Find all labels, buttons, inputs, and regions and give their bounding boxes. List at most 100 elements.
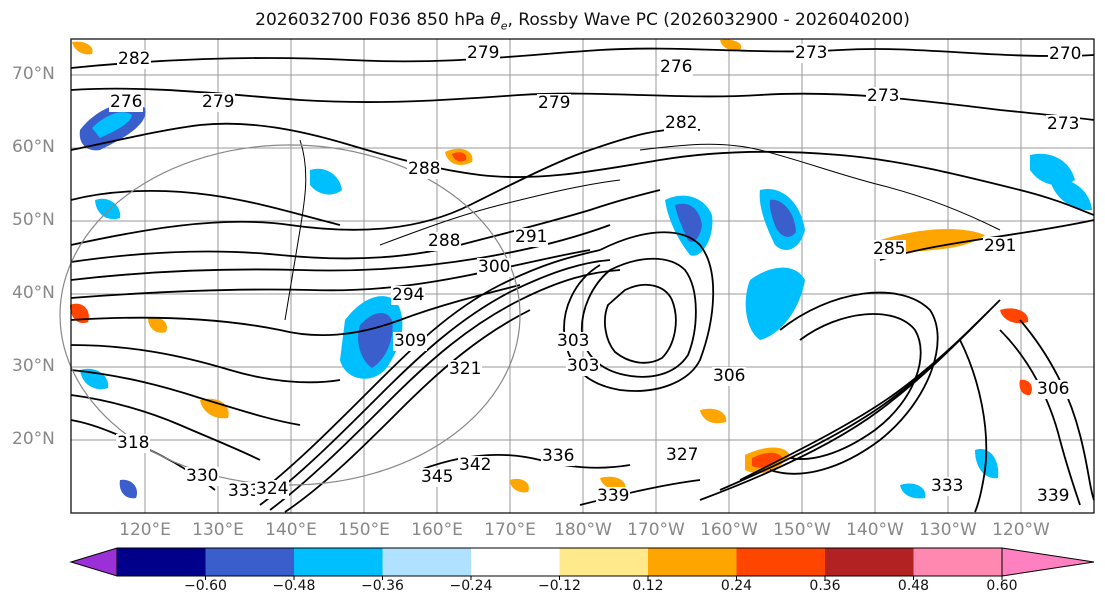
neg-anomaly-patch	[975, 449, 999, 479]
contour-line	[959, 339, 988, 513]
neg-anomaly-patch	[675, 203, 702, 242]
contour-label: 306	[1036, 379, 1071, 399]
contour-label: 273	[866, 86, 901, 106]
colorbar-tick-label: 0.36	[809, 578, 841, 594]
colorbar-tick-label: −0.12	[538, 578, 581, 594]
contour-label: 336	[541, 446, 576, 466]
contour-label: 309	[393, 331, 428, 351]
contour-line	[579, 479, 701, 506]
contour-label: 276	[109, 92, 144, 112]
contour-label: 282	[664, 113, 699, 133]
contour-label: 279	[201, 92, 236, 112]
neg-anomaly-patch	[745, 267, 805, 340]
colorbar-tick-label: −0.36	[361, 578, 404, 594]
contour-line	[789, 313, 922, 460]
neg-anomaly-patch	[1050, 179, 1092, 211]
neg-anomaly-patch	[1030, 153, 1075, 186]
map-frame	[70, 38, 1095, 514]
pos-anomaly-patch	[1019, 379, 1032, 396]
lon-label: 130°E	[192, 520, 244, 540]
projection-boundary	[59, 144, 521, 486]
colorbar-tick-label: −0.48	[272, 578, 316, 594]
contour-line	[419, 453, 631, 471]
contour-label: 288	[427, 231, 462, 251]
lat-label: 50°N	[12, 210, 55, 230]
contour-line	[70, 87, 1095, 121]
neg-anomaly-patch	[119, 479, 138, 499]
contour-label: 339	[596, 486, 631, 506]
colorbar-tick-label: −0.24	[449, 578, 493, 594]
contour-line	[70, 394, 261, 461]
contour-label: 324	[255, 479, 290, 499]
contour-line	[70, 249, 591, 299]
contour-label: 273	[794, 43, 829, 63]
lat-label: 70°N	[12, 64, 55, 84]
colorbar-tick-label: 0.48	[897, 578, 930, 594]
contour-line	[604, 283, 677, 364]
colorbar-segment	[205, 548, 295, 576]
contour-label: 339	[1036, 486, 1071, 506]
contour-line	[1019, 319, 1095, 501]
lon-label: 130°W	[919, 520, 977, 540]
pos-anomaly-patch	[148, 317, 167, 333]
contour-line	[259, 259, 611, 506]
contour-label: 279	[537, 93, 572, 113]
lon-label: 180°W	[554, 520, 612, 540]
contour-label: 300	[477, 257, 512, 277]
coastline	[639, 143, 1001, 231]
contour-line	[70, 128, 701, 246]
contour-label: 276	[659, 57, 694, 77]
neg-anomaly-patch	[310, 168, 342, 195]
contour-label: 288	[407, 159, 442, 179]
contour-label: 279	[466, 43, 501, 63]
colorbar-segment	[648, 548, 737, 576]
colorbar-segment	[736, 548, 826, 576]
contour-label: 333	[930, 476, 965, 496]
lat-label: 30°N	[12, 356, 55, 376]
colorbar-segment	[913, 548, 1003, 576]
lon-label: 160°W	[700, 520, 758, 540]
contour-line	[70, 369, 301, 426]
pos-anomaly-patch	[1000, 308, 1029, 324]
contour-line	[70, 344, 341, 384]
colorbar	[69, 547, 1095, 580]
contour-label: 303	[566, 356, 601, 376]
lat-label: 20°N	[12, 429, 55, 449]
contour-line	[70, 189, 341, 226]
rossby-pc-shading	[70, 39, 1092, 499]
contour-label: 273	[1046, 114, 1081, 134]
lon-label: 170°E	[484, 520, 536, 540]
contour-line	[769, 291, 939, 475]
neg-anomaly-patch	[769, 199, 796, 237]
contour-label: 270	[1048, 44, 1083, 64]
contour-label: 294	[391, 285, 426, 305]
pos-anomaly-patch	[752, 452, 782, 468]
lon-label: 170°W	[627, 520, 685, 540]
contour-label: 291	[514, 227, 549, 247]
contour-line	[699, 319, 981, 501]
lon-label: 140°E	[265, 520, 317, 540]
contour-line	[839, 154, 1095, 216]
neg-anomaly-patch	[95, 198, 121, 220]
pos-anomaly-patch	[720, 39, 742, 51]
contour-label: 303	[556, 331, 591, 351]
pos-anomaly-patch	[510, 478, 529, 493]
contour-line	[999, 329, 1081, 506]
lat-label: 60°N	[12, 137, 55, 157]
pos-anomaly-patch	[700, 408, 727, 424]
pos-anomaly-patch	[72, 41, 93, 55]
contour-line	[879, 219, 1095, 261]
lon-label: 120°E	[119, 520, 171, 540]
colorbar-tick-label: 0.60	[986, 578, 1018, 594]
contour-label: 318	[116, 433, 151, 453]
pos-anomaly-patch	[452, 152, 467, 162]
colorbar-right-arrow-icon	[1001, 547, 1095, 577]
lat-label: 40°N	[12, 283, 55, 303]
colorbar-segment	[117, 548, 206, 576]
colorbar-segment	[825, 548, 914, 576]
colorbar-segment	[559, 548, 649, 576]
contour-label: 327	[665, 445, 700, 465]
contour-line	[70, 284, 521, 337]
contour-label: 345	[420, 467, 455, 487]
pos-anomaly-patch	[600, 476, 626, 491]
